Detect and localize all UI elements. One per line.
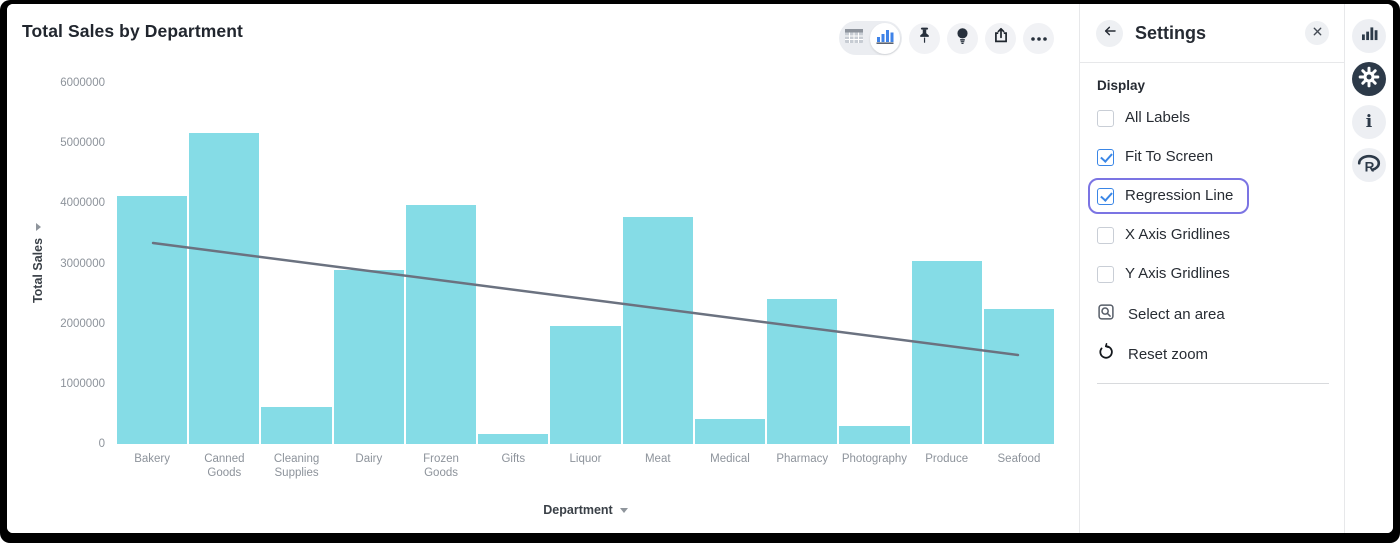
bar-dairy[interactable] bbox=[333, 269, 404, 444]
bar-canned-goods[interactable] bbox=[189, 132, 260, 444]
checkbox-label: Y Axis Gridlines bbox=[1125, 265, 1230, 282]
gear-icon bbox=[1358, 66, 1380, 93]
close-icon bbox=[1312, 24, 1323, 42]
x-tick-label: Photography bbox=[841, 453, 908, 465]
settings-panel: Settings Display All Labels bbox=[1079, 4, 1344, 533]
chart-view-toggle[interactable] bbox=[869, 22, 900, 54]
x-tick-label: Canned Goods bbox=[204, 453, 245, 479]
bar-medical[interactable] bbox=[694, 418, 766, 444]
checkbox-label: Regression Line bbox=[1125, 187, 1234, 204]
action-label: Select an area bbox=[1128, 306, 1225, 323]
checkbox-row-regression-line[interactable]: Regression Line bbox=[1088, 178, 1250, 214]
checkbox-row-x-axis-gridlines[interactable]: X Axis Gridlines bbox=[1097, 225, 1327, 245]
checkbox-icon[interactable] bbox=[1097, 265, 1114, 283]
chart-tab-button[interactable] bbox=[1352, 19, 1386, 53]
checkbox-icon[interactable] bbox=[1097, 187, 1114, 205]
bar-photography[interactable] bbox=[839, 425, 910, 444]
checkbox-label: Fit To Screen bbox=[1125, 148, 1214, 165]
checkbox-label: X Axis Gridlines bbox=[1125, 226, 1231, 243]
x-tick-label: Frozen Goods bbox=[423, 453, 459, 479]
checkbox-row-fit-to-screen[interactable]: Fit To Screen bbox=[1097, 147, 1327, 167]
x-tick-label: Medical bbox=[710, 453, 750, 465]
pin-button[interactable] bbox=[909, 22, 940, 54]
more-icon bbox=[1030, 29, 1048, 47]
view-toggle bbox=[839, 21, 902, 55]
x-tick-label: Seafood bbox=[997, 453, 1041, 465]
arrow-left-icon bbox=[1102, 23, 1118, 44]
x-tick-label: Meat bbox=[644, 453, 671, 465]
y-tick-label: 2000000 bbox=[60, 317, 105, 330]
checkbox-icon[interactable] bbox=[1097, 226, 1114, 244]
bar-bakery[interactable] bbox=[117, 195, 188, 444]
action-label: Reset zoom bbox=[1128, 346, 1209, 363]
r-editor-tab-button[interactable]: R bbox=[1352, 148, 1386, 182]
tips-button[interactable] bbox=[947, 22, 978, 54]
select-area-button[interactable]: Select an area bbox=[1097, 303, 1327, 326]
lightbulb-icon bbox=[953, 25, 972, 51]
settings-body: Display All Labels Fit To Screen Regress… bbox=[1080, 63, 1344, 384]
reset-zoom-icon bbox=[1097, 343, 1115, 366]
table-view-toggle[interactable] bbox=[839, 21, 870, 55]
x-tick-label: Produce bbox=[925, 453, 969, 465]
bar-frozen-goods[interactable] bbox=[405, 205, 477, 444]
checkbox-icon[interactable] bbox=[1097, 109, 1114, 127]
close-button[interactable] bbox=[1305, 21, 1329, 45]
y-tick-label: 1000000 bbox=[60, 377, 105, 390]
y-tick-label: 0 bbox=[98, 438, 105, 450]
section-header: Display bbox=[1097, 78, 1146, 93]
plot-area bbox=[117, 83, 1055, 444]
bar-meat[interactable] bbox=[622, 216, 693, 444]
x-tick-label: Bakery bbox=[134, 453, 171, 465]
bar-pharmacy[interactable] bbox=[767, 299, 838, 444]
checkbox-icon[interactable] bbox=[1097, 148, 1114, 166]
y-axis-ticks: 0 1000000 2000000 3000000 4000000 5000000 6000… bbox=[7, 77, 105, 450]
checkbox-row-y-axis-gridlines[interactable]: Y Axis Gridlines bbox=[1097, 264, 1327, 284]
x-tick-label: Liquor bbox=[569, 453, 602, 465]
y-tick-label: 6000000 bbox=[60, 77, 105, 89]
settings-tab-button[interactable] bbox=[1352, 62, 1386, 96]
bar-cleaning-supplies[interactable] bbox=[261, 407, 332, 444]
r-logo-icon: R bbox=[1356, 152, 1382, 179]
info-tab-button[interactable]: i bbox=[1352, 105, 1386, 139]
more-menu-button[interactable] bbox=[1023, 22, 1054, 54]
x-axis-title-label: Department bbox=[543, 503, 613, 517]
bar-liquor[interactable] bbox=[550, 326, 621, 444]
share-icon bbox=[992, 26, 1010, 50]
checkbox-label: All Labels bbox=[1125, 109, 1191, 126]
settings-header: Settings bbox=[1080, 4, 1344, 63]
select-area-icon bbox=[1097, 303, 1115, 326]
x-axis-title[interactable]: Department bbox=[117, 503, 1054, 517]
chevron-down-icon bbox=[619, 507, 628, 513]
x-tick-label: Pharmacy bbox=[776, 453, 829, 465]
panel-divider bbox=[1097, 383, 1329, 384]
table-icon bbox=[844, 28, 864, 49]
chart-toolbar bbox=[839, 21, 1054, 55]
x-tick-label: Gifts bbox=[501, 453, 526, 465]
bar-seafood[interactable] bbox=[983, 309, 1055, 444]
share-button[interactable] bbox=[985, 22, 1016, 54]
bars bbox=[117, 83, 1055, 444]
chart-panel: Total Sales by Department bbox=[7, 4, 1079, 533]
x-axis-labels: Bakery Canned Goods Cleaning Supplies Dairy… bbox=[117, 452, 1054, 480]
y-tick-label: 4000000 bbox=[60, 197, 105, 210]
bar-chart-icon bbox=[876, 28, 894, 49]
bar-produce[interactable] bbox=[911, 260, 982, 444]
y-tick-label: 5000000 bbox=[60, 137, 105, 150]
checkbox-row-all-labels[interactable]: All Labels bbox=[1097, 108, 1327, 128]
back-button[interactable] bbox=[1096, 19, 1123, 47]
pin-icon bbox=[915, 26, 934, 50]
x-tick-label: Dairy bbox=[355, 453, 383, 465]
reset-zoom-button[interactable]: Reset zoom bbox=[1097, 343, 1327, 366]
settings-title: Settings bbox=[1135, 22, 1207, 43]
y-tick-label: 3000000 bbox=[60, 257, 105, 270]
info-icon: i bbox=[1365, 112, 1373, 132]
x-tick-label: Cleaning Supplies bbox=[273, 453, 320, 479]
app-window: Total Sales by Department bbox=[7, 4, 1393, 533]
page-title: Total Sales by Department bbox=[22, 21, 243, 41]
right-icon-rail: i R bbox=[1344, 4, 1393, 533]
bar-chart-icon bbox=[1361, 26, 1378, 46]
svg-text:R: R bbox=[1365, 159, 1375, 174]
bar-gifts[interactable] bbox=[478, 433, 549, 444]
